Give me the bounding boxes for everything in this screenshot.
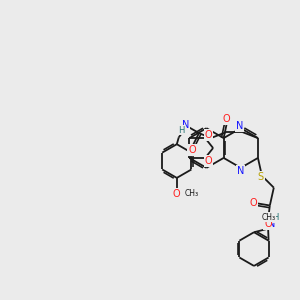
Text: N: N (236, 121, 244, 131)
Text: S: S (258, 172, 264, 182)
Text: N: N (182, 120, 189, 130)
Text: O: O (204, 156, 212, 166)
Text: CH₃: CH₃ (262, 213, 276, 222)
Text: O: O (172, 189, 180, 199)
Text: O: O (249, 199, 257, 208)
Text: O: O (188, 145, 196, 155)
Text: N: N (268, 219, 275, 229)
Text: O: O (223, 114, 230, 124)
Text: N: N (237, 166, 244, 176)
Text: H: H (178, 126, 184, 135)
Text: O: O (204, 130, 212, 140)
Text: H: H (273, 213, 279, 222)
Text: O: O (264, 219, 272, 229)
Text: CH₃: CH₃ (185, 189, 199, 198)
